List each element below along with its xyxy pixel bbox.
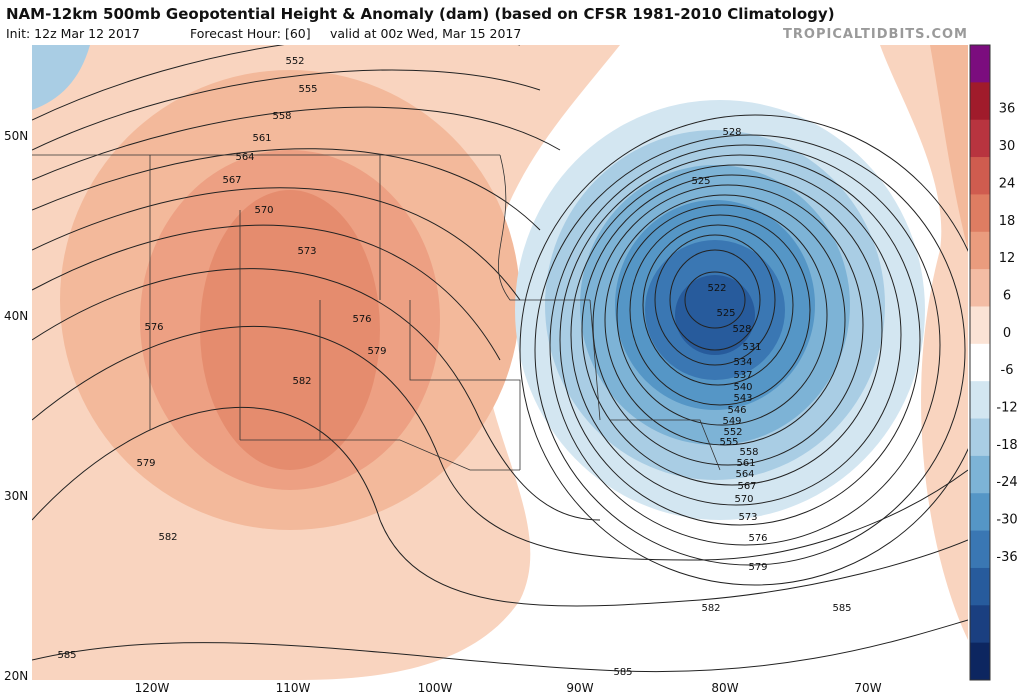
colorbar-tick: 24	[999, 176, 1016, 191]
colorbar-bin	[970, 493, 990, 532]
contour-label: 525	[691, 176, 710, 187]
colorbar-bin	[970, 381, 990, 420]
lon-label: 110W	[276, 681, 311, 695]
colorbar-bin	[970, 418, 990, 457]
lat-label: 20N	[4, 669, 28, 683]
colorbar-bin	[970, 231, 990, 270]
contour-label: 555	[298, 84, 317, 95]
colorbar-tick: 36	[999, 102, 1016, 117]
colorbar-bin	[970, 530, 990, 569]
contour-label: 555	[719, 437, 738, 448]
colorbar-bin	[970, 45, 990, 83]
colorbar-tick: 18	[999, 214, 1016, 229]
lat-label: 30N	[4, 489, 28, 503]
contour-label: 579	[748, 562, 767, 573]
contour-label: 576	[352, 314, 371, 325]
lon-label: 90W	[566, 681, 593, 695]
colorbar-tick: -6	[1001, 363, 1014, 378]
contour-label: 531	[742, 342, 761, 353]
map-area	[32, 45, 968, 680]
colorbar-bin	[970, 194, 990, 233]
colorbar-tick: 6	[1003, 288, 1011, 303]
forecast-hour: Forecast Hour: [60]	[190, 26, 311, 41]
contour-label: 534	[733, 357, 752, 368]
contour-label: 570	[254, 205, 273, 216]
lon-label: 120W	[135, 681, 170, 695]
colorbar-bin	[970, 343, 990, 382]
colorbar-tick: -30	[996, 513, 1017, 528]
colorbar-tick: -12	[996, 401, 1017, 416]
contour-label: 564	[235, 152, 254, 163]
contour-label: 582	[158, 532, 177, 543]
colorbar-tick: 0	[1003, 326, 1011, 341]
credit: TROPICALTIDBITS.COM	[783, 27, 968, 42]
valid-time: valid at 00z Wed, Mar 15 2017	[330, 26, 521, 41]
colorbar-tick: 12	[999, 251, 1016, 266]
contour-label: 528	[722, 127, 741, 138]
colorbar-tick: -18	[996, 438, 1017, 453]
contour-label: 546	[727, 405, 746, 416]
colorbar-tick: 30	[999, 139, 1016, 154]
lon-label: 80W	[711, 681, 738, 695]
contour-label: 528	[732, 324, 751, 335]
contour-label: 552	[285, 56, 304, 67]
contour-label: 585	[832, 603, 851, 614]
colorbar-bin	[970, 605, 990, 644]
colorbar-bin	[970, 642, 990, 681]
colorbar-frame	[969, 44, 991, 681]
colorbar-bin	[970, 455, 990, 494]
colorbar-bin	[970, 567, 990, 606]
contour-label: 582	[292, 376, 311, 387]
colorbar-bin	[970, 119, 990, 158]
contour-label: 561	[252, 133, 271, 144]
colorbar-bin	[970, 157, 990, 195]
contour-label: 525	[716, 308, 735, 319]
contour-label: 585	[57, 650, 76, 661]
lon-label: 100W	[418, 681, 453, 695]
contour-label: 564	[735, 469, 754, 480]
colorbar-tick: -36	[996, 550, 1017, 565]
contour-label: 558	[272, 111, 291, 122]
contour-label: 549	[722, 416, 741, 427]
contour-label: 558	[739, 447, 758, 458]
contour-label: 579	[367, 346, 386, 357]
init: Init: 12z Mar 12 2017	[6, 26, 140, 41]
contour-label: 567	[222, 175, 241, 186]
contour-label: 576	[144, 322, 163, 333]
contour-label: 540	[733, 382, 752, 393]
contour-label: 552	[723, 427, 742, 438]
contour-label: 543	[733, 393, 752, 404]
contour-label: 522	[707, 283, 726, 294]
contour-label: 576	[748, 533, 767, 544]
contour-label: 561	[736, 458, 755, 469]
lon-label: 70W	[854, 681, 881, 695]
contour-label: 585	[613, 667, 632, 678]
contour-label: 582	[701, 603, 720, 614]
contour-label: 573	[738, 512, 757, 523]
colorbar-bin	[970, 82, 990, 121]
contour-label: 573	[297, 246, 316, 257]
colorbar-bin	[970, 269, 990, 307]
contour-label: 567	[737, 481, 756, 492]
colorbar-bin	[970, 306, 990, 345]
contour-label: 579	[136, 458, 155, 469]
lat-label: 40N	[4, 309, 28, 323]
colorbar-tick: -24	[996, 475, 1017, 490]
title: NAM-12km 500mb Geopotential Height & Ano…	[6, 5, 835, 23]
contour-label: 570	[734, 494, 753, 505]
contour-label: 537	[733, 370, 752, 381]
lat-label: 50N	[4, 129, 28, 143]
